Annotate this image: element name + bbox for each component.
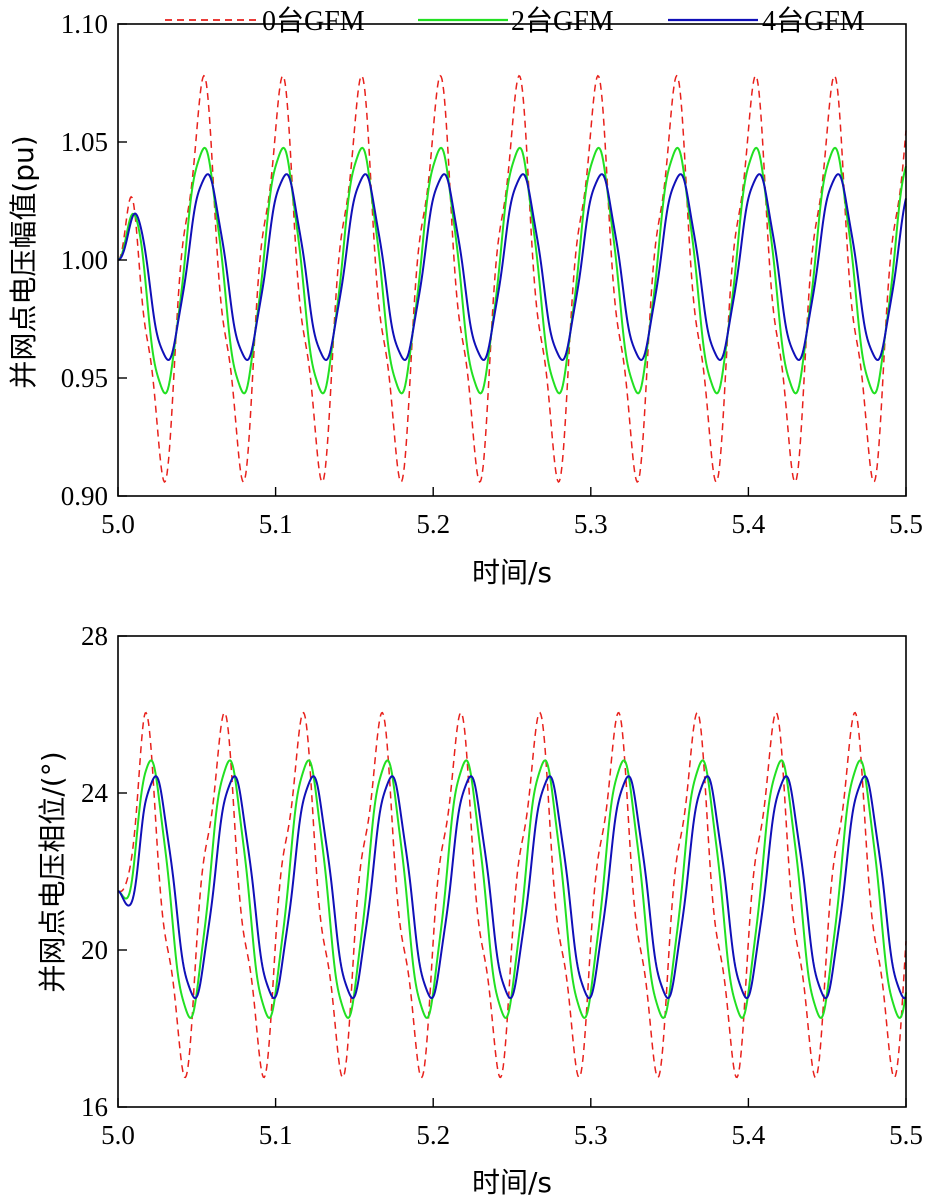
phase-x-tick-label-4: 5.4 <box>732 1120 766 1150</box>
magnitude-y-tick-label-0: 0.90 <box>61 481 108 511</box>
magnitude-x-tick-label-4: 5.4 <box>732 509 766 539</box>
magnitude-plot-frame <box>117 23 907 497</box>
magnitude-x-tick-label-5: 5.5 <box>889 509 923 539</box>
magnitude-series-2-line <box>117 173 907 361</box>
phase-y-tick-label-3: 28 <box>81 621 108 651</box>
magnitude-y-tick-label-2: 1.00 <box>61 245 108 275</box>
magnitude-x-axis-title: 时间/s <box>472 556 552 589</box>
magnitude-y-tick-label-1: 0.95 <box>61 363 108 393</box>
magnitude-x-tick-label-3: 5.3 <box>574 509 608 539</box>
magnitude-ticks: 5.0 5.1 5.2 5.3 5.4 5.5 0.90 0.95 1.00 1.05 1.10 <box>61 9 923 539</box>
legend-label-2: 4台GFM <box>762 5 865 37</box>
phase-series-1-line <box>117 759 907 1020</box>
phase-plot-frame <box>117 635 907 1108</box>
phase-x-axis-title: 时间/s <box>472 1166 552 1196</box>
phase-x-tick-label-2: 5.2 <box>416 1120 450 1150</box>
phase-ticks: 5.0 5.1 5.2 5.3 5.4 5.5 16 20 24 28 <box>81 621 923 1150</box>
magnitude-x-tick-label-2: 5.2 <box>416 509 450 539</box>
legend-item-1: 2台GFM <box>418 5 614 37</box>
legend: 0台GFM 2台GFM 4台GFM <box>165 5 865 37</box>
magnitude-series-0-line <box>117 74 907 484</box>
phase-y-tick-label-2: 24 <box>81 778 109 808</box>
phase-x-tick-label-5: 5.5 <box>889 1120 923 1150</box>
magnitude-y-tick-label-4: 1.10 <box>61 9 108 39</box>
legend-item-0: 0台GFM <box>165 5 365 37</box>
phase-series-layer <box>117 711 907 1079</box>
magnitude-x-tick-label-1: 5.1 <box>259 509 293 539</box>
phase-x-tick-label-3: 5.3 <box>574 1120 608 1150</box>
phase-x-tick-label-0: 5.0 <box>101 1120 135 1150</box>
magnitude-series-1-line <box>117 146 907 395</box>
magnitude-x-tick-label-0: 5.0 <box>101 509 135 539</box>
phase-y-tick-label-0: 16 <box>81 1092 108 1122</box>
legend-label-1: 2台GFM <box>511 5 614 37</box>
phase-y-tick-label-1: 20 <box>81 935 108 965</box>
phase-x-tick-label-1: 5.1 <box>259 1120 293 1150</box>
phase-series-0-line <box>117 711 907 1079</box>
legend-item-2: 4台GFM <box>668 5 865 37</box>
magnitude-y-axis-title: 并网点电压幅值(pu) <box>7 135 40 388</box>
magnitude-chart: 5.0 5.1 5.2 5.3 5.4 5.5 0.90 0.95 1.00 1.05 1.10 时… <box>7 9 923 589</box>
legend-label-0: 0台GFM <box>262 5 365 37</box>
phase-y-axis-title: 并网点电压相位/(°) <box>36 751 69 992</box>
phase-series-2-line <box>117 775 907 1000</box>
magnitude-y-tick-label-3: 1.05 <box>61 127 108 157</box>
phase-chart: 5.0 5.1 5.2 5.3 5.4 5.5 16 20 24 28 时间/s 并网点电压相位/… <box>36 621 923 1196</box>
magnitude-series-layer <box>117 74 907 484</box>
